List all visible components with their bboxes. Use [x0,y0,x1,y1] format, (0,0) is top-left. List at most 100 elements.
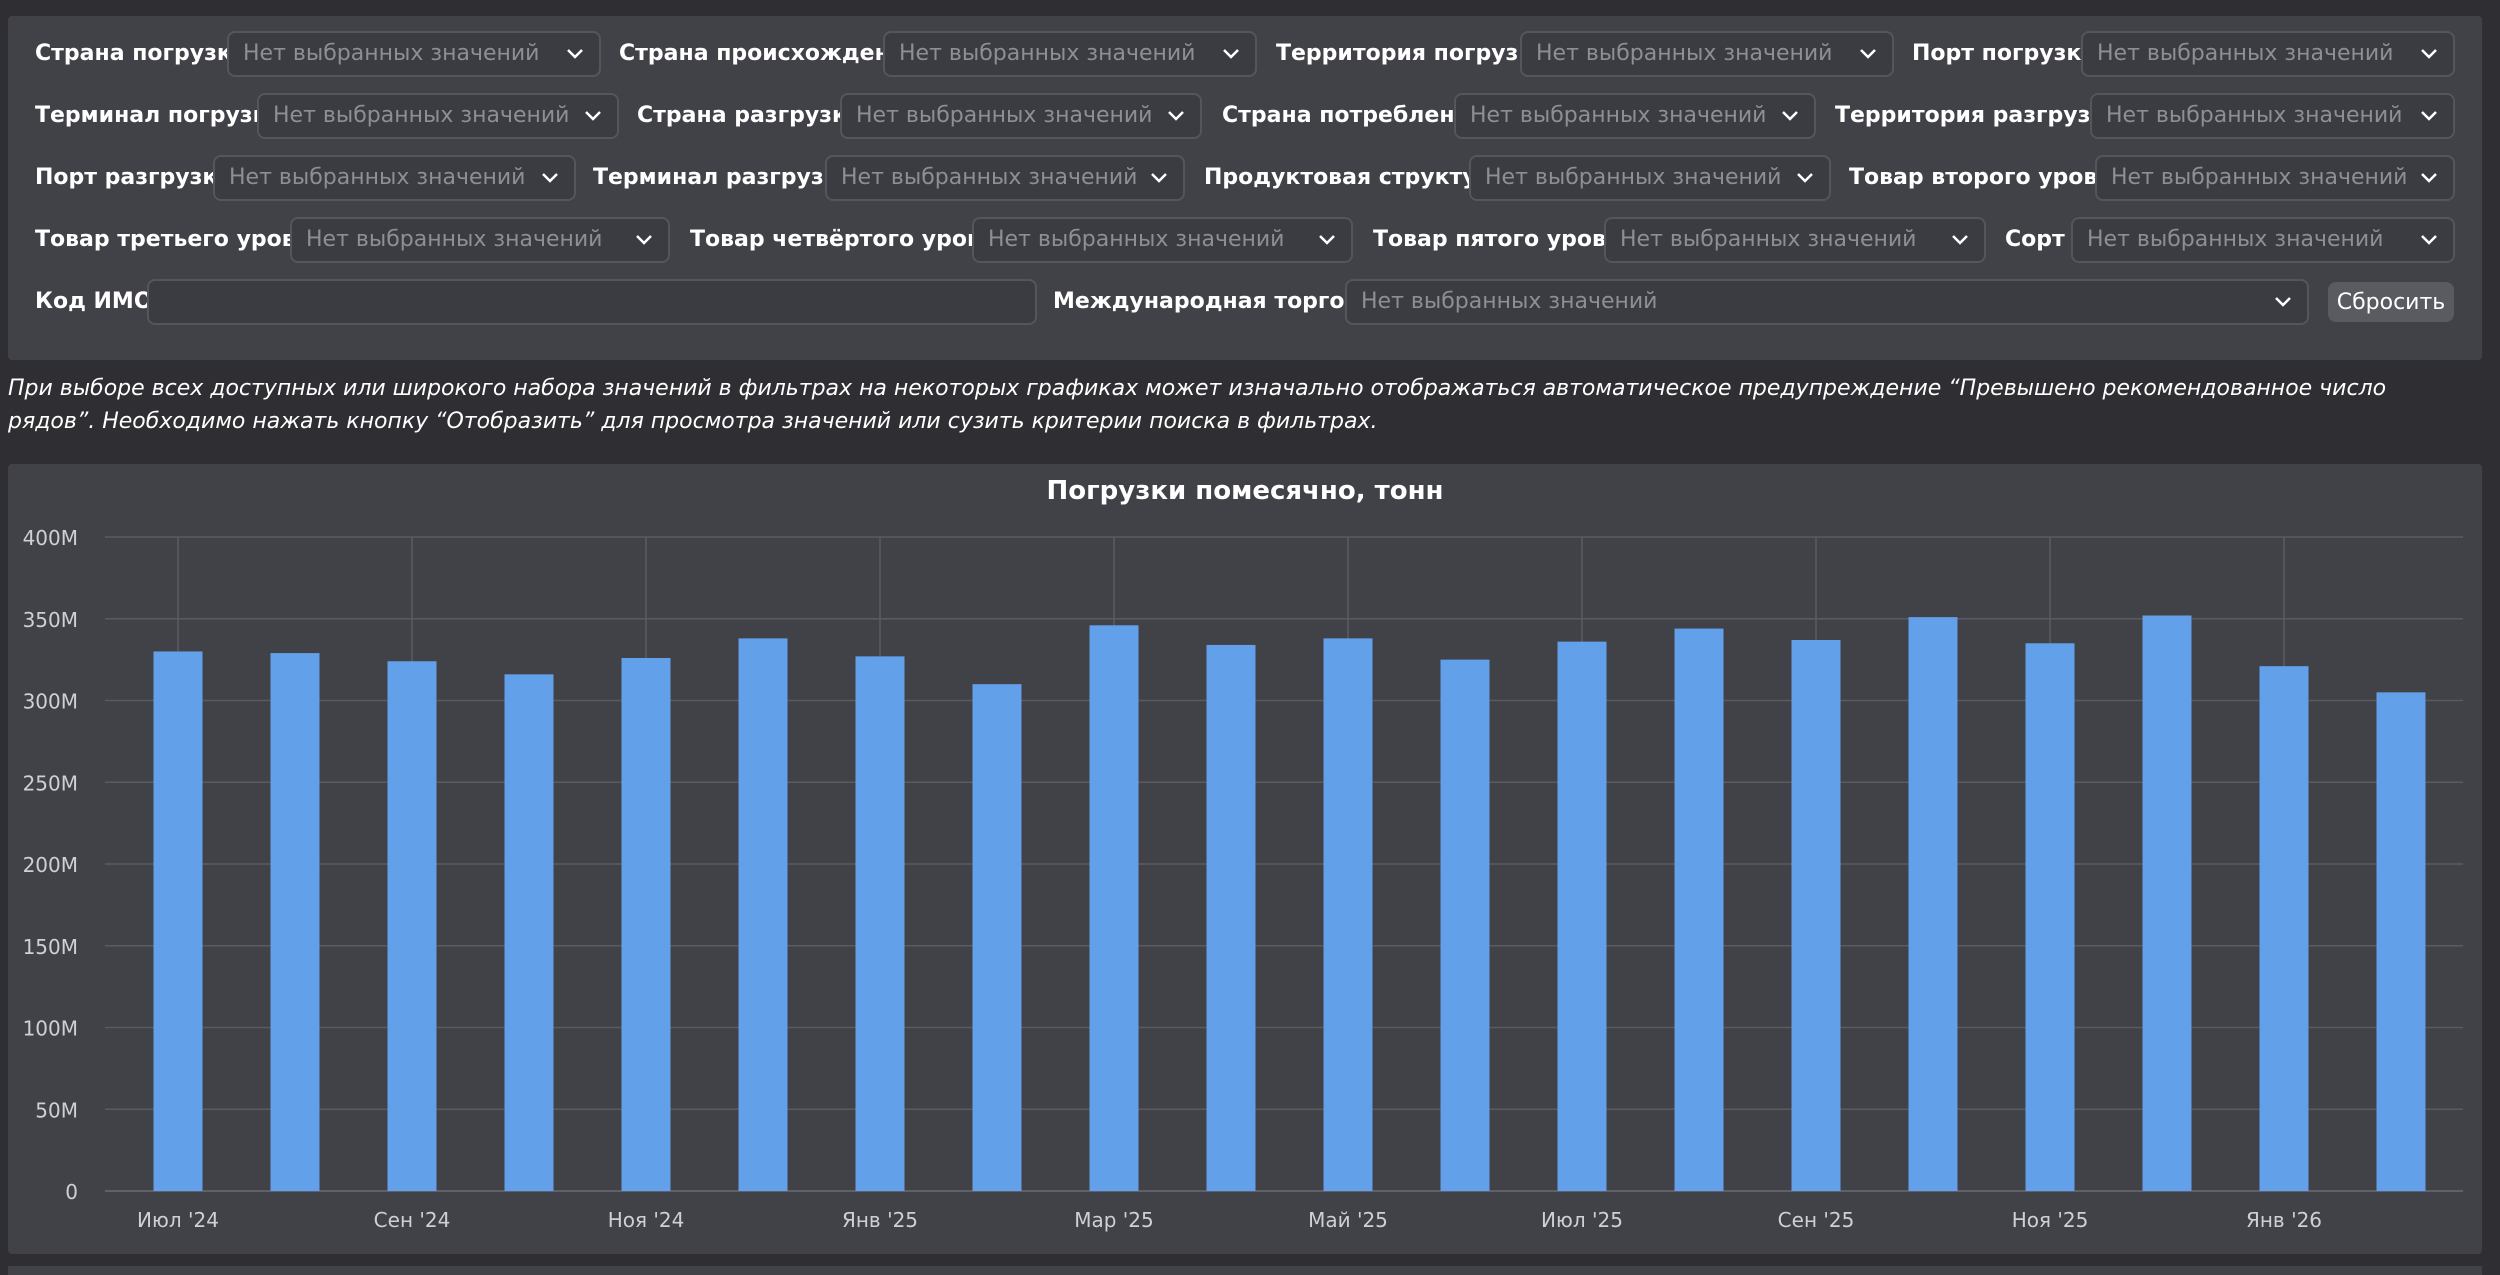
y-tick-label: 200M [23,853,78,877]
origin-country-select[interactable]: Нет выбранных значений [883,31,1257,77]
bar-20 [2376,692,2426,1191]
bar-3 [387,661,437,1191]
chevron-down-icon [585,111,601,121]
filter-label-consumption-country: Страна потребления [1222,103,1485,128]
monthly-loadings-chart: Погрузки помесячно, тонн 0 50M 100M 150M 200… [23,476,2463,1232]
bar-13 [1557,641,1607,1191]
select-placeholder: Нет выбранных значений [229,165,526,190]
chevron-down-icon [542,173,558,183]
x-tick-label: Сен '24 [374,1208,451,1232]
filter-label-fifth-level-product: Товар пятого уровня [1373,227,1636,252]
y-tick-label: 150M [23,935,78,959]
select-placeholder: Нет выбранных значений [856,103,1153,128]
bar-16 [1908,617,1958,1191]
chevron-down-icon [1782,111,1798,121]
filter-label-product-structure: Продуктовая структура [1204,165,1508,190]
loading-territory-select[interactable]: Нет выбранных значений [1520,31,1894,77]
filters-warning-note: При выборе всех доступных или широкого н… [8,376,2387,434]
x-tick-label: Янв '26 [2246,1208,2322,1232]
chevron-down-icon [1860,49,1876,59]
select-placeholder: Нет выбранных значений [841,165,1138,190]
y-tick-label: 50M [35,1098,78,1122]
filter-label-imo-code: Код ИМО [35,289,153,314]
fifth-level-product-select[interactable]: Нет выбранных значений [1604,217,1986,263]
filter-label-loading-territory: Территория погрузки [1276,41,1549,66]
chevron-down-icon [2421,49,2437,59]
bar-9 [1089,625,1139,1191]
x-tick-label: Мар '25 [1074,1208,1154,1232]
chevron-down-icon [636,235,652,245]
y-tick-label: 400M [23,526,78,550]
y-tick-label: 350M [23,608,78,632]
select-placeholder: Нет выбранных значений [1620,227,1917,252]
bar-19 [2259,666,2309,1191]
unloading-port-select[interactable]: Нет выбранных значений [213,155,576,201]
bar-1 [153,651,203,1191]
select-placeholder: Нет выбранных значений [1485,165,1782,190]
chevron-down-icon [2421,235,2437,245]
second-level-product-select[interactable]: Нет выбранных значений [2095,155,2455,201]
select-placeholder: Нет выбранных значений [2087,227,2384,252]
filter-label-loading-port: Порт погрузки [1912,41,2097,66]
chevron-down-icon [567,49,583,59]
chevron-down-icon [1168,111,1184,121]
select-placeholder: Нет выбранных значений [1361,289,1658,314]
chevron-down-icon [2421,111,2437,121]
bar-2 [270,653,320,1191]
filter-label-fourth-level-product: Товар четвёртого уровня [690,227,1011,252]
bar-14 [1674,628,1724,1191]
filter-label-unloading-country: Страна разгрузки [637,103,863,128]
imo-code-input[interactable] [147,279,1037,325]
chevron-down-icon [1797,173,1813,183]
y-tick-label: 250M [23,771,78,795]
next-panel-edge [8,1266,2482,1275]
chevron-down-icon [1223,49,1239,59]
select-placeholder: Нет выбранных значений [2106,103,2403,128]
unloading-country-select[interactable]: Нет выбранных значений [840,93,1202,139]
filter-label-unloading-terminal: Терминал разгрузки [593,165,854,190]
bar-6 [738,638,788,1191]
select-placeholder: Нет выбранных значений [243,41,540,66]
bar-11 [1323,638,1373,1191]
bar-4 [504,674,554,1191]
select-placeholder: Нет выбранных значений [1470,103,1767,128]
reset-button[interactable]: Сбросить [2328,282,2454,322]
filter-label-origin-country: Страна происхождения [619,41,920,66]
unloading-territory-select[interactable]: Нет выбранных значений [2090,93,2455,139]
chart-panel: Погрузки помесячно, тонн 0 50M 100M 150M 200… [8,464,2482,1254]
bar-12 [1440,659,1490,1191]
x-tick-label: Сен '25 [1778,1208,1855,1232]
x-tick-label: Май '25 [1308,1208,1388,1232]
consumption-country-select[interactable]: Нет выбранных значений [1454,93,1816,139]
loading-terminal-select[interactable]: Нет выбранных значений [257,93,619,139]
select-placeholder: Нет выбранных значений [988,227,1285,252]
select-placeholder: Нет выбранных значений [306,227,603,252]
grade-select[interactable]: Нет выбранных значений [2071,217,2455,263]
filter-label-grade: Сорт [2005,227,2065,252]
unloading-terminal-select[interactable]: Нет выбранных значений [825,155,1185,201]
chart-title: Погрузки помесячно, тонн [1046,476,1443,506]
select-placeholder: Нет выбранных значений [899,41,1196,66]
fourth-level-product-select[interactable]: Нет выбранных значений [972,217,1353,263]
filter-label-second-level-product: Товар второго уровня [1849,165,2127,190]
x-tick-label: Ноя '25 [2012,1208,2089,1232]
x-tick-label: Июл '25 [1541,1208,1623,1232]
loading-port-select[interactable]: Нет выбранных значений [2081,31,2455,77]
chevron-down-icon [1151,173,1167,183]
chevron-down-icon [1319,235,1335,245]
chevron-down-icon [2275,297,2291,307]
filter-label-loading-country: Страна погрузки [35,41,248,66]
loading-country-select[interactable]: Нет выбранных значений [227,31,601,77]
filter-label-unloading-port: Порт разгрузки [35,165,233,190]
filter-label-unloading-territory: Территория разгрузки [1835,103,2121,128]
select-placeholder: Нет выбранных значений [273,103,570,128]
select-placeholder: Нет выбранных значений [2111,165,2408,190]
y-tick-label: 300M [23,690,78,714]
international-trade-select[interactable]: Нет выбранных значений [1345,279,2309,325]
third-level-product-select[interactable]: Нет выбранных значений [290,217,670,263]
x-tick-label: Ноя '24 [608,1208,685,1232]
y-tick-label: 0 [65,1180,78,1204]
y-tick-label: 100M [23,1017,78,1041]
product-structure-select[interactable]: Нет выбранных значений [1469,155,1831,201]
chevron-down-icon [1952,235,1968,245]
